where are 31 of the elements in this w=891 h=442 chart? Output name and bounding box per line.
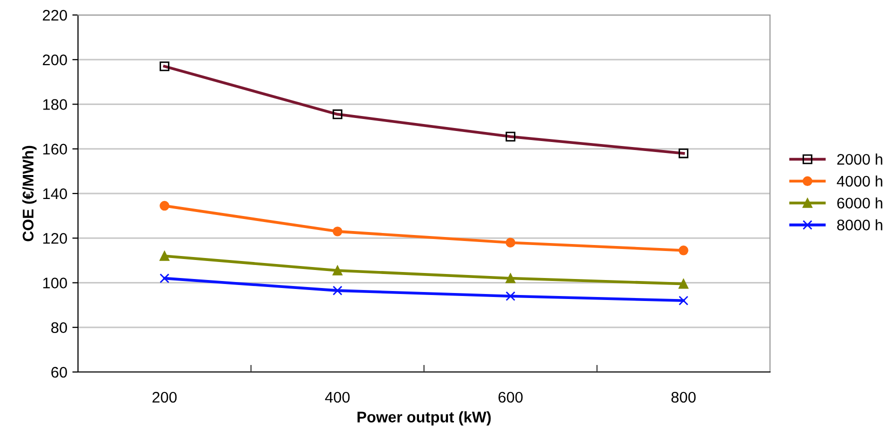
point (160, 273, 170, 284)
y-tick-label: 60 (51, 366, 67, 378)
x-tick-label: 800 (671, 392, 696, 403)
legend-label: 6000 h (837, 197, 882, 209)
point (160, 251, 170, 261)
point (506, 273, 516, 284)
y-tick-label: 140 (43, 188, 67, 200)
point (506, 238, 516, 248)
y-axis-title: COE (€/MWh) (22, 146, 37, 242)
point (332, 286, 342, 296)
y-tick-label: 180 (43, 99, 67, 110)
legend-label: 4000 h (836, 175, 882, 187)
y-tick-label: 220 (42, 10, 67, 21)
y-tick-label: 80 (51, 322, 67, 334)
point (332, 226, 342, 236)
point (332, 266, 342, 276)
x-axis-title: Power output (kW) (358, 411, 491, 426)
legend-label: 8000 h (837, 219, 882, 230)
point (506, 291, 516, 301)
y-tick-label: 120 (43, 232, 67, 244)
x-tick-label: 200 (152, 392, 177, 403)
y-tick-label: 200 (42, 54, 67, 66)
x-tick-label: 400 (325, 392, 350, 403)
point (678, 279, 688, 289)
y-tick-label: 160 (43, 144, 67, 155)
point (678, 296, 688, 306)
legend-label: 2000 h (837, 154, 882, 165)
x-tick-label: 600 (498, 392, 523, 403)
point (160, 200, 170, 211)
point (678, 246, 688, 256)
y-tick-label: 100 (43, 278, 67, 288)
